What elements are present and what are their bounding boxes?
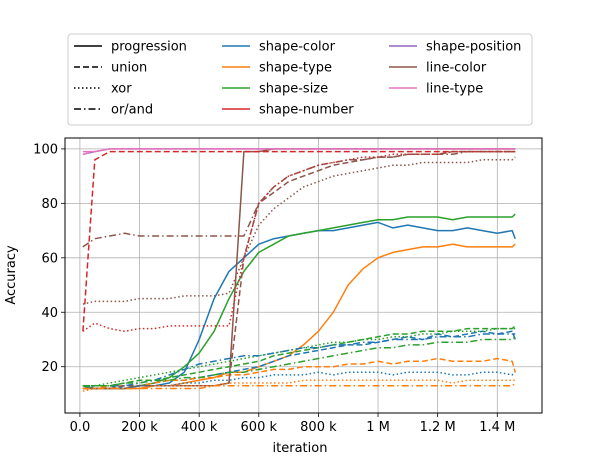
legend-label: progression bbox=[111, 40, 187, 55]
x-tick-label: 0.0 bbox=[70, 420, 91, 435]
series-line-or-and-line-type bbox=[82, 148, 516, 156]
y-axis: 20 40 60 80 100 bbox=[33, 142, 65, 375]
y-tick-label: 40 bbox=[41, 306, 58, 321]
legend-items: progression union xor or/and shape-color shap… bbox=[74, 40, 521, 118]
x-tick-label: 400 k bbox=[181, 420, 218, 435]
series-line-union-shape-size bbox=[82, 325, 516, 387]
grid bbox=[65, 138, 542, 413]
y-axis-label: Accuracy bbox=[4, 245, 19, 305]
x-tick-label: 1.2 M bbox=[420, 420, 456, 435]
series-line-or-and-shape-size bbox=[82, 336, 516, 387]
legend-label: shape-number bbox=[259, 103, 354, 118]
y-tick-label: 80 bbox=[41, 197, 58, 212]
plot-frame bbox=[64, 137, 543, 414]
plot-area bbox=[64, 137, 543, 414]
series-line-xor-line-color bbox=[82, 156, 516, 305]
y-tick-label: 60 bbox=[41, 251, 58, 266]
x-tick-label: 200 k bbox=[121, 420, 158, 435]
x-axis-label: iteration bbox=[273, 441, 328, 456]
legend-label: line-type bbox=[426, 82, 483, 97]
legend: progression union xor or/and shape-color shap… bbox=[67, 33, 533, 126]
legend-label: shape-position bbox=[426, 40, 521, 55]
series-line-or-and-shape-type bbox=[82, 382, 516, 390]
legend-label: shape-size bbox=[259, 82, 328, 97]
legend-label: union bbox=[111, 61, 147, 76]
legend-label: xor bbox=[111, 82, 132, 97]
x-tick-label: 1 M bbox=[366, 420, 390, 435]
series-line-xor-shape-number bbox=[82, 150, 516, 333]
legend-label: line-color bbox=[426, 61, 487, 76]
legend-box bbox=[67, 33, 533, 126]
x-tick-label: 1.4 M bbox=[479, 420, 515, 435]
series-line-union-shape-type bbox=[82, 357, 516, 390]
x-tick-label: 600 k bbox=[241, 420, 278, 435]
y-tick-label: 20 bbox=[41, 360, 58, 375]
x-tick-label: 800 k bbox=[300, 420, 337, 435]
legend-label: shape-type bbox=[259, 61, 332, 76]
legend-label: shape-color bbox=[259, 40, 336, 55]
series-line-xor-shape-color bbox=[82, 371, 516, 390]
y-tick-label: 100 bbox=[33, 142, 58, 157]
x-axis: 0.0 200 k 400 k 600 k 800 k 1 M 1.2 M 1.4 M bbox=[70, 413, 515, 435]
legend-label: or/and bbox=[111, 103, 153, 118]
series-line-xor-shape-size bbox=[82, 327, 516, 387]
series-layer bbox=[82, 148, 516, 392]
plot-background bbox=[65, 138, 542, 413]
series-line-xor-shape-type bbox=[82, 379, 516, 392]
